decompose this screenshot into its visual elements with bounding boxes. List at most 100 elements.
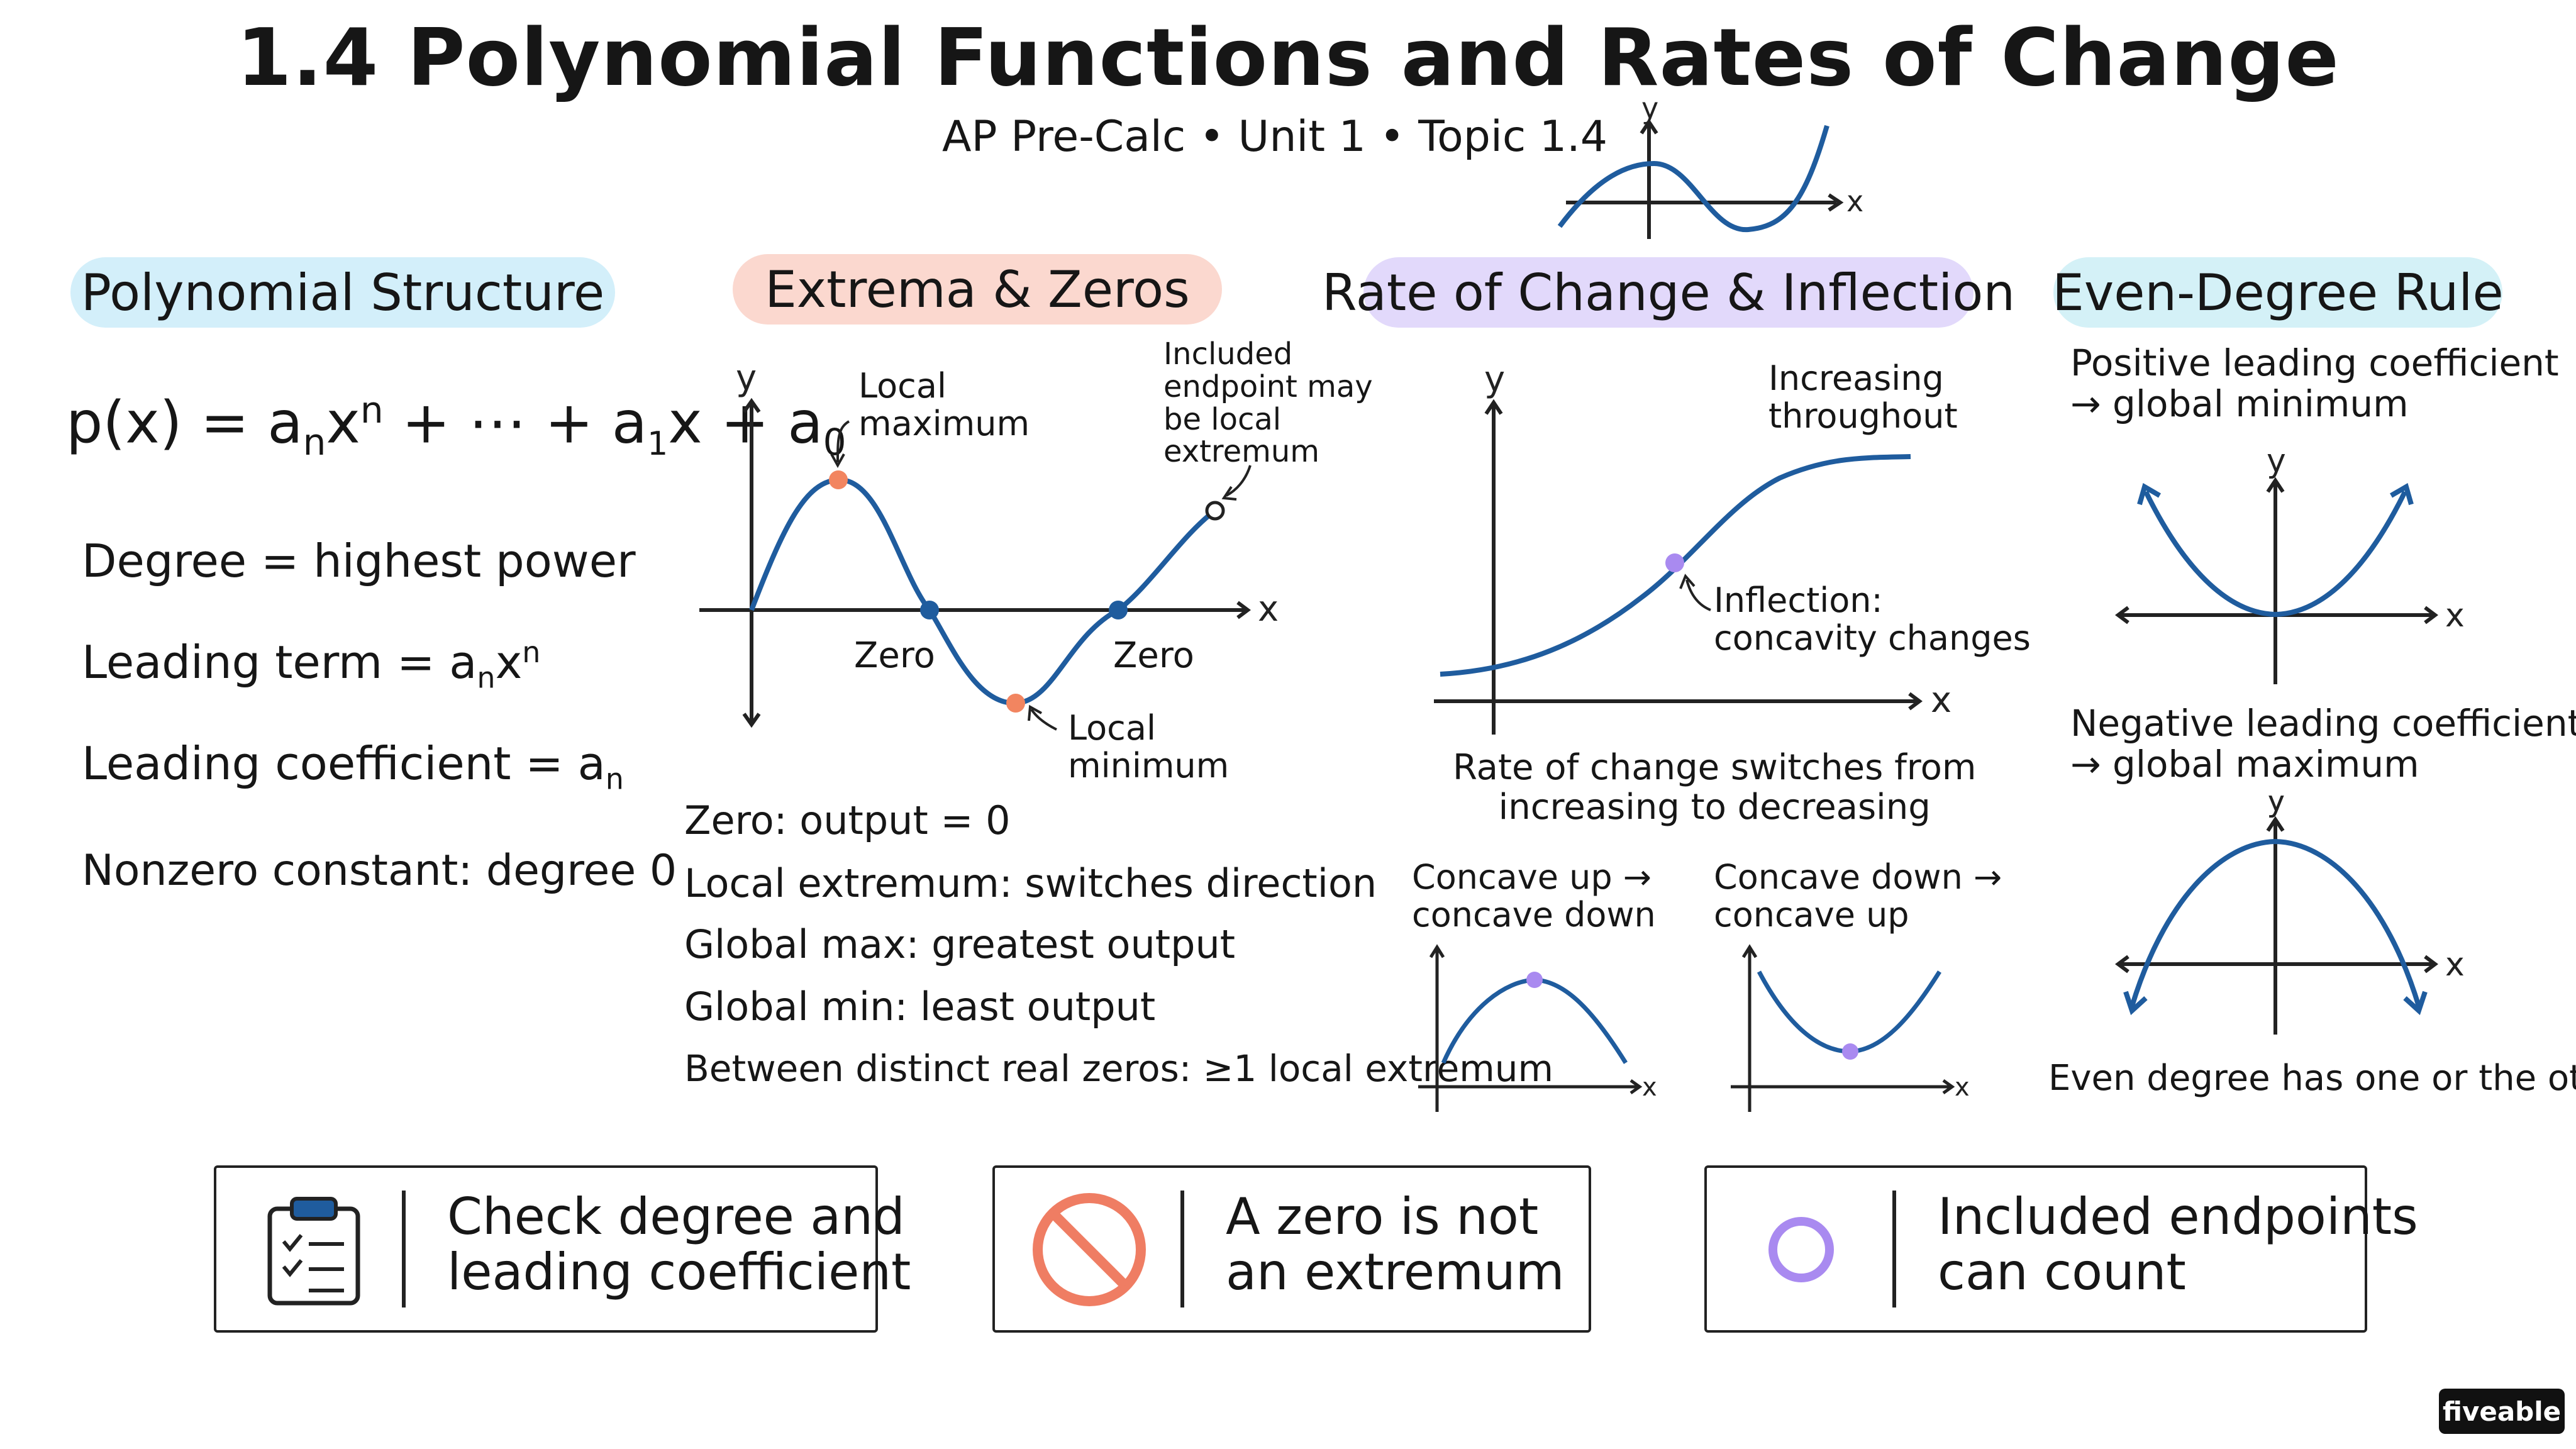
positive-coefficient-label: Positive leading coefficient → global mi… — [2070, 341, 2559, 425]
rate-x-label: x — [1931, 680, 1951, 721]
mini1-x-arrow — [1629, 1079, 1643, 1095]
even-footer: Even degree has one or the other — [2048, 1058, 2576, 1099]
mini2-dot — [1842, 1043, 1858, 1060]
leading-coefficient-definition: Leading coefficient = an — [82, 737, 624, 796]
header-x-arrow — [1828, 193, 1844, 212]
leading-coefficient-text: Leading coefficient = a — [82, 737, 606, 790]
even-neg-x-arrow-right — [2424, 955, 2438, 974]
constant-definition: Nonzero constant: degree 0 — [82, 846, 677, 896]
header-y-arrow — [1640, 118, 1658, 135]
rate-graph: y x — [1434, 359, 1951, 735]
extrema-graph: y x — [699, 358, 1279, 731]
rate-y-arrow — [1484, 399, 1503, 415]
header-curve — [1557, 125, 1829, 233]
leading-term-x: x — [495, 636, 523, 689]
inflection-arrow — [1685, 579, 1711, 611]
tip-box-check-degree: Check degree and leading coefficient — [214, 1165, 911, 1333]
endpoint-arrow — [1226, 465, 1252, 497]
local-max-label: Local maximum — [858, 366, 1030, 444]
tip-divider-3 — [1892, 1191, 1896, 1307]
rate-caption: Rate of change switches from increasing … — [1453, 747, 1977, 828]
tip-divider-2 — [1180, 1191, 1184, 1307]
even-neg-y-label: y — [2267, 796, 2286, 819]
even-neg-arrow-left — [2123, 991, 2148, 1016]
leading-coefficient-sub: n — [605, 762, 624, 796]
header-graph: y x — [1557, 101, 1863, 239]
mini2-x-arrow — [1942, 1079, 1955, 1095]
fact-global-min: Global min: least output — [684, 984, 1156, 1030]
local-min-label: Local minimum — [1068, 708, 1230, 786]
increasing-label: Increasing throughout — [1768, 358, 1958, 436]
rate-curve — [1440, 454, 1911, 677]
endpoint-arrowhead — [1221, 486, 1237, 501]
page-subtitle: AP Pre-Calc • Unit 1 • Topic 1.4 — [942, 112, 1607, 162]
fact-local-extremum: Local extremum: switches direction — [684, 860, 1377, 906]
formula-sup-n: n — [360, 389, 384, 431]
mini2-curve — [1757, 970, 1941, 1054]
extrema-y-arrow-top — [742, 397, 761, 413]
tip-box-zero-not-extremum: A zero is not an extremum — [992, 1165, 1591, 1333]
extrema-x-label: x — [1258, 589, 1279, 630]
local-max-dot — [829, 470, 848, 489]
rate-y-label: y — [1484, 359, 1505, 400]
extrema-y-arrow-bottom — [742, 713, 761, 728]
even-negative-graph: y x — [2115, 796, 2465, 1035]
negative-coefficient-label: Negative leading coefficient → global ma… — [2070, 702, 2576, 786]
fact-between-zeros: Between distinct real zeros: ≥1 local ex… — [684, 1047, 1554, 1090]
header-x-label: x — [1846, 184, 1863, 218]
even-neg-y-arrow — [2266, 816, 2285, 832]
mini1-y-arrow — [1429, 944, 1445, 958]
included-endpoint-label: Included endpoint may be local extremum — [1163, 336, 1373, 470]
even-neg-x-arrow-left — [2115, 955, 2129, 974]
polynomial-formula: p(x) = anxn + ⋯ + a1x + a0 — [66, 389, 847, 464]
fact-global-max: Global max: greatest output — [684, 921, 1236, 967]
even-neg-x-label: x — [2445, 946, 2465, 984]
even-pos-x-label: x — [2445, 597, 2465, 635]
prohibited-icon — [1033, 1193, 1146, 1306]
even-pos-x-arrow-right — [2424, 606, 2438, 625]
mini1-x-label: x — [1642, 1073, 1657, 1102]
even-neg-arrow-right — [2403, 991, 2428, 1016]
mini1-label: Concave up → concave down — [1412, 857, 1656, 935]
tip-divider-1 — [402, 1191, 406, 1307]
mini2-label: Concave down → concave up — [1714, 857, 2002, 935]
degree-definition: Degree = highest power — [82, 535, 636, 587]
zero-label-1: Zero — [854, 635, 935, 676]
mini2-y-arrow — [1741, 944, 1758, 958]
mini1-dot — [1526, 972, 1543, 988]
formula-part-a: p(x) = a — [66, 389, 303, 457]
even-positive-graph: y x — [2115, 442, 2465, 684]
formula-mid: + ⋯ + a — [383, 389, 648, 457]
mini2-x-label: x — [1955, 1073, 1970, 1102]
zero-dot-1 — [920, 601, 939, 619]
formula-x: x — [326, 389, 360, 457]
heading-polynomial-structure: Polynomial Structure — [70, 257, 615, 328]
fiveable-logo: fiveable — [2439, 1389, 2565, 1434]
inflection-arrowhead — [1679, 574, 1696, 589]
formula-x1: x + a — [668, 389, 823, 457]
inflection-dot — [1665, 553, 1684, 572]
formula-sub-n: n — [303, 421, 326, 464]
header-y-label: y — [1641, 101, 1658, 125]
tip-text-check-degree: Check degree and leading coefficient — [447, 1187, 911, 1301]
mini1-curve — [1441, 977, 1628, 1064]
extrema-x-arrow — [1236, 601, 1251, 619]
zero-label-2: Zero — [1113, 635, 1194, 676]
inflection-label: Inflection: concavity changes — [1714, 580, 2031, 658]
local-max-arrow — [836, 420, 850, 463]
leading-term-sub: n — [477, 660, 496, 695]
even-pos-y-arrow — [2266, 477, 2285, 493]
circle-icon — [1768, 1217, 1834, 1282]
local-min-arrow — [1030, 708, 1057, 731]
mini-graph-concave-down: x — [1418, 944, 1657, 1112]
leading-term-text: Leading term = a — [82, 636, 477, 689]
even-pos-arrow-left — [2137, 482, 2162, 506]
local-max-arrowhead — [830, 453, 845, 469]
tip-box-included-endpoints: Included endpoints can count — [1704, 1165, 2418, 1333]
clipboard-icon — [267, 1197, 360, 1306]
tip-text-zero-not-extremum: A zero is not an extremum — [1226, 1187, 1565, 1301]
heading-even-degree: Even-Degree Rule — [2052, 257, 2504, 328]
even-pos-curve — [2143, 491, 2407, 618]
rate-x-arrow — [1908, 692, 1923, 711]
formula-sub-1: 1 — [647, 425, 669, 464]
